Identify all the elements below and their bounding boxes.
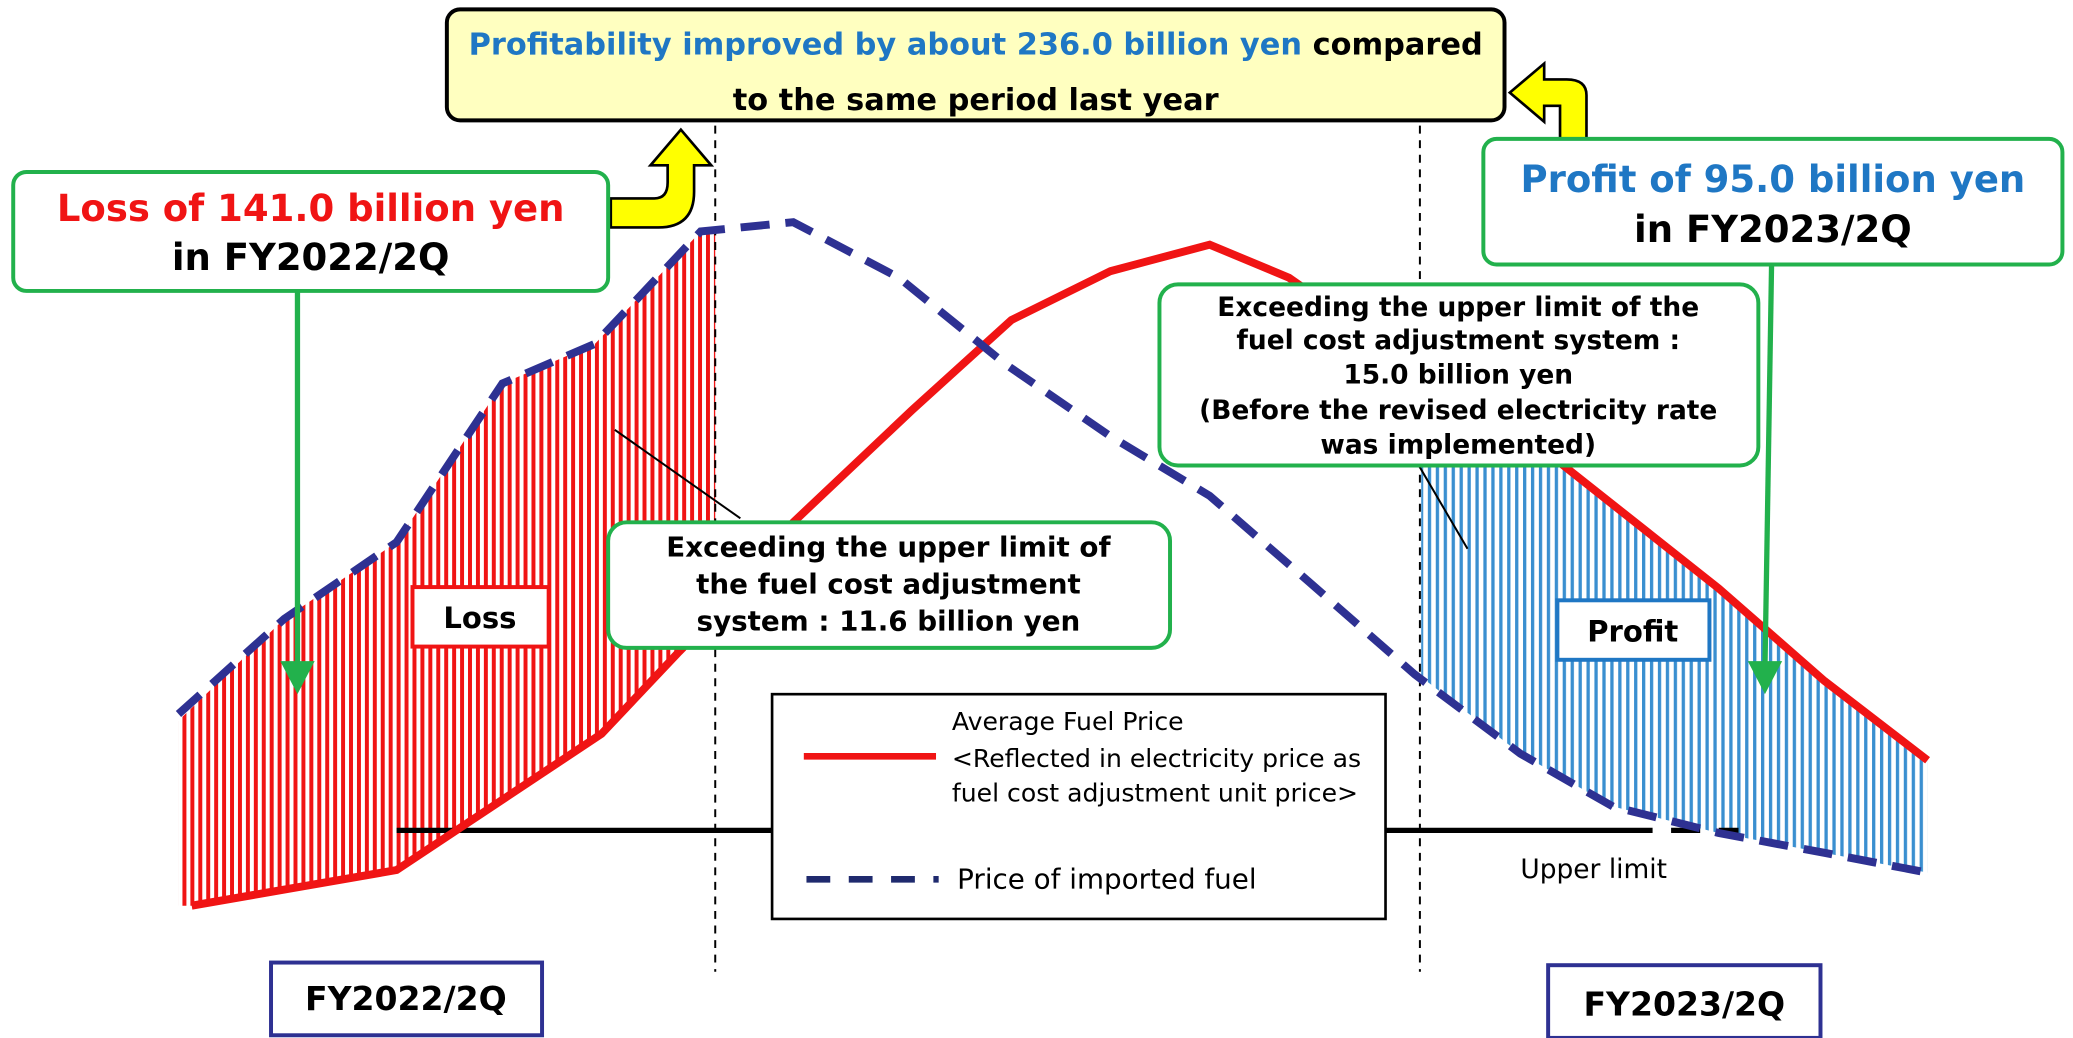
- legend-text: Average Fuel Price: [952, 707, 1184, 736]
- callout-text: Profit of 95.0 billion yen: [1521, 158, 2026, 201]
- callout-box: [11, 169, 611, 293]
- banner-text: to the same period last year: [733, 83, 1219, 118]
- period-box: [1546, 963, 1823, 1038]
- note-text: Exceeding the upper limit of: [666, 531, 1111, 564]
- leader: [614, 428, 741, 520]
- profit-label: Profit: [1587, 614, 1678, 648]
- banner-box: [444, 7, 1507, 123]
- callout-text: in FY2023/2Q: [1634, 208, 1912, 251]
- imported-fuel-line: [175, 218, 1929, 877]
- arrow-head: [280, 661, 315, 695]
- note-text: was implemented): [1320, 430, 1596, 461]
- legend-text: Price of imported fuel: [957, 863, 1256, 896]
- callout-text: in FY2022/2Q: [172, 236, 450, 279]
- label-box: [410, 585, 551, 649]
- note-text: fuel cost adjustment system :: [1236, 325, 1680, 356]
- legend-text: fuel cost adjustment unit price>: [952, 778, 1358, 807]
- note-text: the fuel cost adjustment: [696, 568, 1081, 601]
- period-label: FY2022/2Q: [305, 979, 507, 1018]
- banner-text: compared: [1313, 27, 1483, 62]
- legend-box: [770, 692, 1387, 921]
- callout-box: [1481, 136, 2065, 267]
- average-fuel-price-line: [191, 240, 1930, 910]
- note-box: [1157, 282, 1761, 468]
- note-text: (Before the revised electricity rate: [1199, 395, 1717, 426]
- loss-label: Loss: [443, 601, 516, 635]
- banner-highlight: Profitability improved by about 236.0 bi…: [469, 27, 1302, 62]
- leader: [1416, 462, 1469, 550]
- loss-area: [178, 227, 716, 906]
- banner-line: Profitability improved by about 236.0 bi…: [469, 27, 1483, 62]
- arrow-head: [1747, 661, 1783, 695]
- note-box: [606, 520, 1173, 650]
- note-text: system : 11.6 billion yen: [697, 605, 1081, 638]
- arrow: [609, 127, 715, 229]
- note-text: Exceeding the upper limit of the: [1217, 292, 1699, 323]
- arrow: [1762, 264, 1775, 668]
- legend-text: <Reflected in electricity price as: [952, 744, 1361, 773]
- arrow: [1507, 60, 1588, 141]
- note-text: 15.0 billion yen: [1343, 359, 1573, 390]
- upper-limit-label: Upper limit: [1520, 854, 1667, 885]
- period-box: [269, 960, 545, 1038]
- label-box: [1555, 598, 1712, 662]
- callout-text: Loss of 141.0 billion yen: [57, 187, 565, 230]
- period-label: FY2023/2Q: [1583, 984, 1785, 1023]
